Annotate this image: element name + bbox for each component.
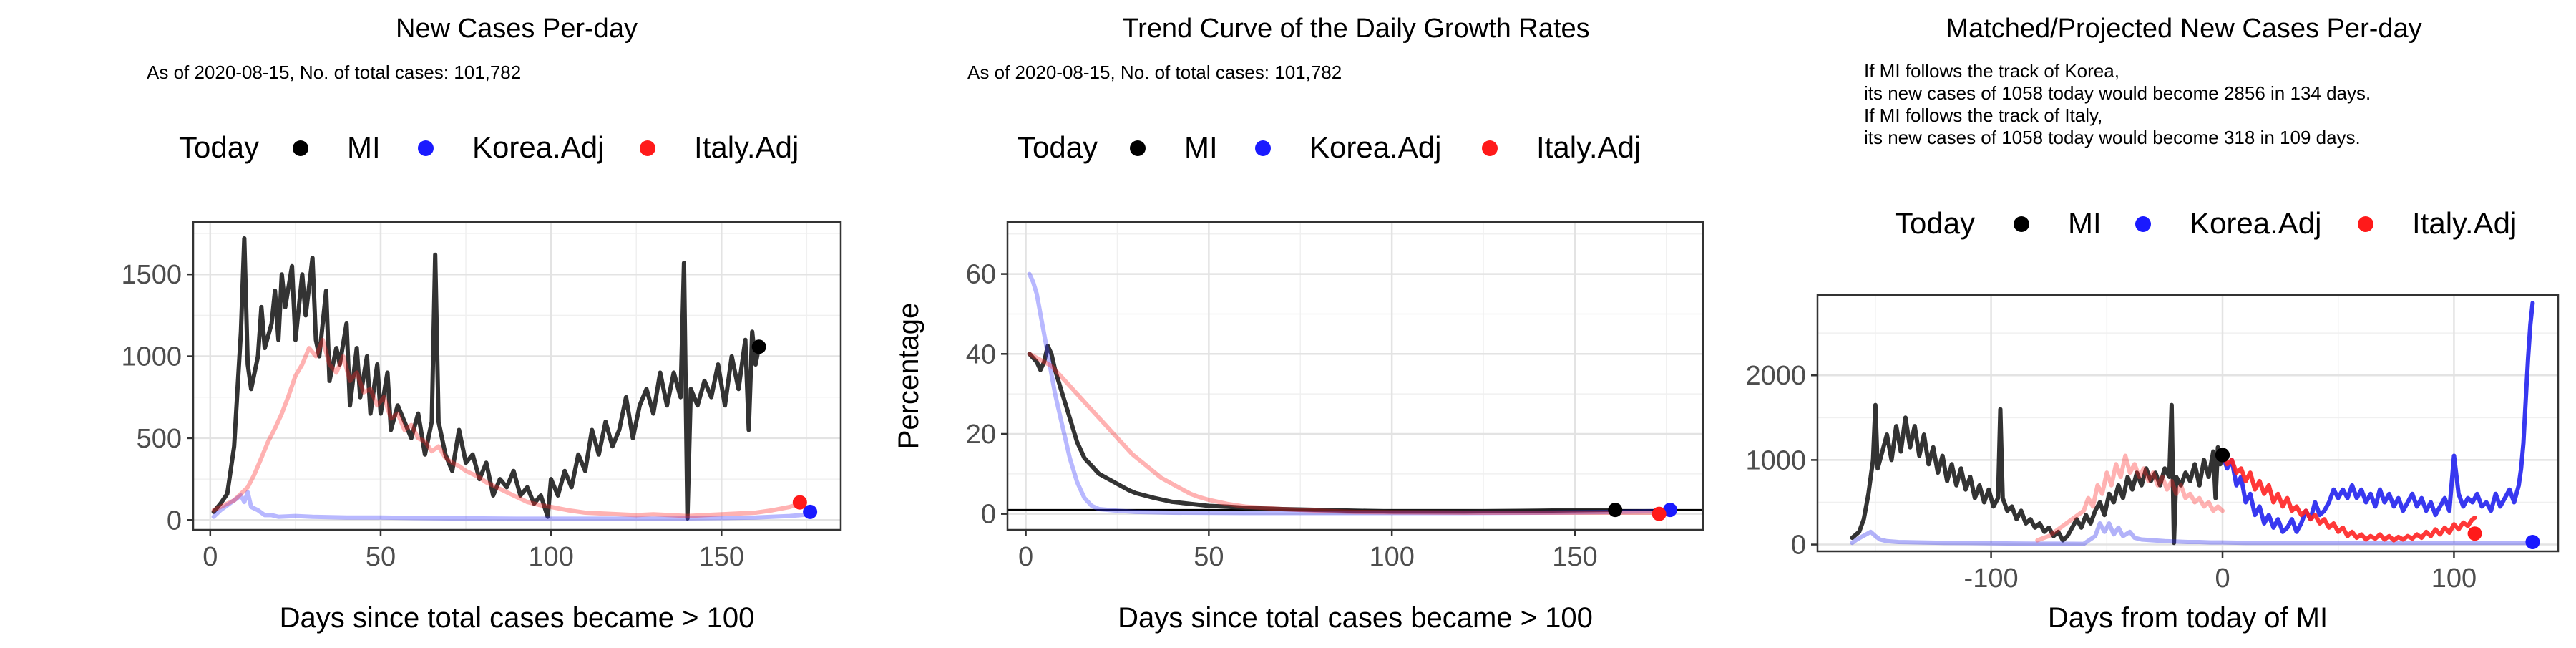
chart-1-y-tick-label: 500 bbox=[137, 424, 182, 454]
chart-1-today-point-mi bbox=[751, 339, 766, 354]
chart-1-y-tick-label: 0 bbox=[167, 506, 182, 536]
chart-1-panel-border bbox=[192, 221, 842, 531]
chart-3-panel-border bbox=[1816, 294, 2560, 553]
chart-2-y-axis-label: Percentage bbox=[893, 303, 924, 450]
chart-1-series-korea-adj-line bbox=[211, 490, 813, 521]
chart-2-legend-dot-korea-adj bbox=[1255, 140, 1271, 156]
chart-1-series-mi-line bbox=[211, 236, 761, 521]
chart-1-legend-label-italy-adj: Italy.Adj bbox=[694, 130, 799, 164]
chart-3-legend-label-korea-adj: Korea.Adj bbox=[2190, 206, 2321, 240]
chart-2-x-tick-label: 150 bbox=[1552, 542, 1597, 572]
chart-3-series-korea-adj-projected-line bbox=[2220, 301, 2535, 534]
chart-3-x-axis-label: Days from today of MI bbox=[2048, 602, 2328, 634]
chart-3-today-point-mi bbox=[2215, 448, 2230, 463]
chart-2-y-tick-label: 0 bbox=[981, 500, 996, 530]
chart-3-legend-label-italy-adj: Italy.Adj bbox=[2412, 206, 2517, 240]
chart-3-x-tick-label: -100 bbox=[1964, 564, 2019, 594]
chart-1-legend-dot-mi bbox=[293, 140, 308, 156]
chart-2-legend-dot-mi bbox=[1130, 140, 1146, 156]
chart-1-today-point-korea-adj bbox=[803, 504, 818, 519]
chart-2-y-tick-label: 40 bbox=[966, 339, 996, 369]
chart-3-x-tick-label: 0 bbox=[2215, 564, 2230, 594]
chart-2-today-point-mi bbox=[1608, 503, 1623, 518]
chart-2-legend-title: Today bbox=[1018, 130, 1098, 164]
chart-1-today-point-italy-adj bbox=[792, 495, 807, 510]
chart-2-series-mi-line bbox=[1027, 344, 1618, 514]
chart-3-subtitle-line-2: its new cases of 1058 today would become… bbox=[1864, 82, 2371, 104]
chart-3-series-mi-line bbox=[1850, 402, 2225, 546]
chart-3-legend-title: Today bbox=[1895, 206, 1975, 240]
chart-2-series-korea-adj-line bbox=[1027, 271, 1672, 516]
chart-2-y-tick-label: 60 bbox=[966, 260, 996, 290]
chart-2-legend-dot-italy-adj bbox=[1482, 140, 1498, 156]
chart-1-x-tick-label: 100 bbox=[528, 542, 573, 572]
chart-1-legend-dot-italy-adj bbox=[640, 140, 655, 156]
chart-1-legend-title: Today bbox=[179, 130, 259, 164]
chart-3-subtitle-line-4: its new cases of 1058 today would become… bbox=[1864, 127, 2361, 148]
chart-3-y-tick-label: 1000 bbox=[1745, 445, 1806, 475]
chart-3-x-tick-label: 100 bbox=[2431, 564, 2477, 594]
chart-2-title: Trend Curve of the Daily Growth Rates bbox=[1122, 14, 1589, 44]
chart-2-today-point-korea-adj bbox=[1662, 503, 1677, 518]
chart-3-today-point-italy-adj bbox=[2467, 526, 2482, 541]
chart-1-y-tick-label: 1500 bbox=[121, 260, 182, 290]
chart-1-x-tick-label: 0 bbox=[203, 542, 218, 572]
chart-1-series-italy-adj-line bbox=[211, 337, 802, 518]
chart-2-x-tick-label: 50 bbox=[1194, 542, 1224, 572]
chart-2-legend-label-mi: MI bbox=[1184, 130, 1218, 164]
chart-3-y-tick-label: 2000 bbox=[1745, 361, 1806, 391]
chart-3-legend-dot-korea-adj bbox=[2135, 216, 2151, 232]
chart-1-legend-label-korea-adj: Korea.Adj bbox=[472, 130, 604, 164]
chart-3-y-tick-label: 0 bbox=[1791, 531, 1806, 561]
chart-2-legend-label-korea-adj: Korea.Adj bbox=[1309, 130, 1441, 164]
chart-3-today-point-korea-adj bbox=[2525, 535, 2540, 550]
chart-3-title: Matched/Projected New Cases Per-day bbox=[1946, 14, 2421, 44]
chart-2-today-point-italy-adj bbox=[1652, 506, 1667, 521]
chart-3-series-italy-adj-line bbox=[2035, 453, 2225, 543]
chart-2-series-italy-adj-line bbox=[1027, 352, 1662, 515]
chart-1-legend-dot-korea-adj bbox=[418, 140, 434, 156]
chart-2-y-tick-label: 20 bbox=[966, 420, 996, 450]
chart-3-legend-dot-mi bbox=[2014, 216, 2029, 232]
chart-3-series-italy-adj-projected-line bbox=[2220, 453, 2477, 543]
chart-2-x-axis-label: Days since total cases became > 100 bbox=[1118, 602, 1593, 634]
chart-2-x-tick-label: 100 bbox=[1369, 542, 1414, 572]
chart-2-x-tick-label: 0 bbox=[1018, 542, 1033, 572]
chart-1-x-tick-label: 50 bbox=[366, 542, 396, 572]
chart-3-legend-label-mi: MI bbox=[2068, 206, 2102, 240]
chart-3-subtitle-line-3: If MI follows the track of Italy, bbox=[1864, 105, 2102, 126]
chart-3-subtitle-line-1: If MI follows the track of Korea, bbox=[1864, 60, 2119, 82]
chart-3-legend-dot-italy-adj bbox=[2358, 216, 2373, 232]
chart-1-x-axis-label: Days since total cases became > 100 bbox=[280, 602, 755, 634]
chart-1-y-tick-label: 1000 bbox=[121, 342, 182, 372]
chart-2-panel-border bbox=[1006, 221, 1704, 531]
chart-1-x-tick-label: 150 bbox=[699, 542, 744, 572]
chart-2-legend-label-italy-adj: Italy.Adj bbox=[1536, 130, 1641, 164]
chart-2-subtitle: As of 2020-08-15, No. of total cases: 10… bbox=[967, 62, 1342, 83]
chart-3-series-korea-adj-line bbox=[1850, 521, 2535, 546]
chart-1-subtitle: As of 2020-08-15, No. of total cases: 10… bbox=[147, 62, 521, 83]
chart-1-legend-label-mi: MI bbox=[347, 130, 381, 164]
chart-1-title: New Cases Per-day bbox=[396, 14, 638, 44]
